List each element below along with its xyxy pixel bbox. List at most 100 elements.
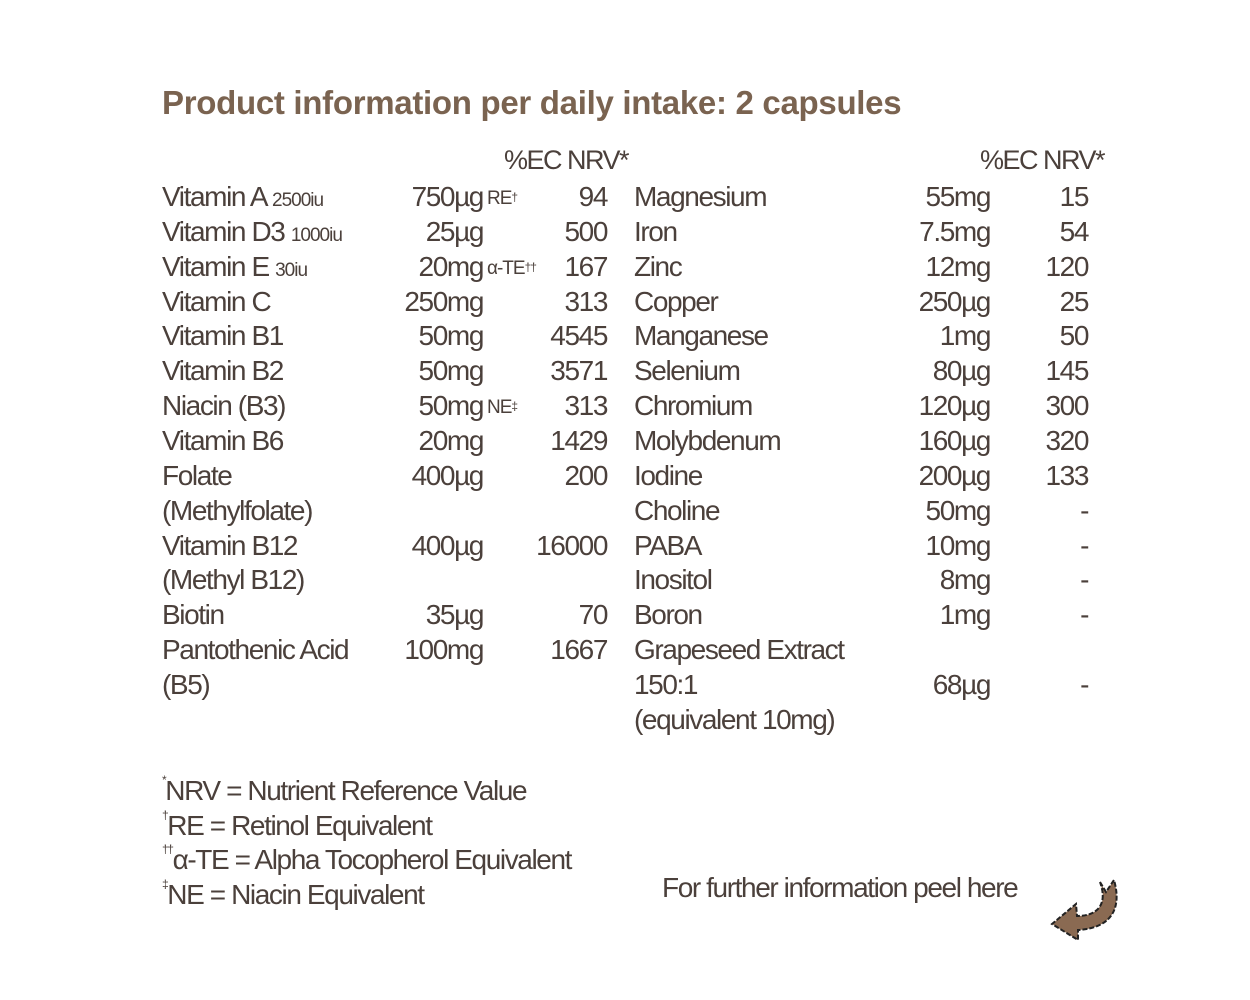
footnote: *NRV = Nutrient Reference Value: [162, 773, 528, 807]
nutrient-name-text: 150:1: [634, 668, 698, 700]
amount: 20mg: [418, 424, 485, 456]
unit-note-text: RE: [487, 188, 512, 209]
nrv-header-right: %EC NRV*: [979, 145, 1106, 175]
nutrient-name: Pantothenic Acid: [162, 633, 350, 667]
iu-note: 1000iu: [290, 224, 343, 246]
amount: 50mg: [418, 390, 485, 422]
nutrient-name: Magnesium: [634, 180, 768, 214]
nrv-value: 54: [1059, 215, 1090, 247]
nutrient-name: PABA: [634, 529, 702, 563]
nutrient-name: Boron: [634, 598, 703, 632]
nrv-value: -: [1080, 668, 1089, 700]
unit-note-mark: †: [511, 190, 518, 204]
amount: 1mg: [939, 320, 992, 352]
nrv-value: 320: [1045, 424, 1089, 456]
nutrient-name: (B5): [162, 668, 211, 702]
nutrient-name: Copper: [634, 285, 719, 319]
nutrient-name: (Methyl B12): [162, 563, 305, 597]
nutrient-name: Folate: [162, 459, 233, 493]
amount: 400µg: [411, 459, 485, 491]
nutrient-name-text: Boron: [634, 599, 703, 631]
amount: 400µg: [411, 529, 485, 561]
unit-note-mark: ‡: [511, 399, 518, 414]
footnote-mark: ††: [162, 842, 174, 856]
nutrient-name-text: (Methylfolate): [162, 494, 313, 526]
iu-note: 30iu: [275, 259, 308, 281]
nutrient-name-text: Vitamin B1: [162, 320, 284, 352]
nutrient-name: Choline: [634, 494, 721, 528]
footnote-text: α-TE = Alpha Tocopherol Equivalent: [172, 844, 573, 875]
nrv-value: 4545: [550, 320, 608, 352]
nrv-value: -: [1080, 494, 1089, 526]
amount: 50mg: [418, 320, 485, 352]
nutrient-name-text: PABA: [634, 529, 702, 561]
nrv-header-left: %EC NRV*: [503, 145, 630, 175]
nutrient-name-text: Iodine: [634, 459, 703, 491]
nrv-value: 300: [1045, 390, 1089, 422]
nutrient-name: Manganese: [634, 319, 769, 353]
nutrient-name-text: Pantothenic Acid: [162, 634, 350, 666]
nutrient-name: Inositol: [634, 563, 713, 597]
curved-arrow-left-icon[interactable]: [1048, 878, 1123, 948]
nutrient-name: (Methylfolate): [162, 494, 313, 528]
nutrient-name-text: Selenium: [634, 355, 741, 387]
amount: 750µg: [411, 181, 485, 212]
amount: 120µg: [918, 390, 992, 422]
footnote: †RE = Retinol Equivalent: [162, 808, 433, 842]
amount: 68µg: [932, 668, 992, 700]
nutrient-name-text: Chromium: [634, 390, 753, 422]
nutrient-name: Niacin (B3): [162, 389, 286, 423]
nutrient-name: Iodine: [634, 459, 703, 493]
amount: 10mg: [925, 529, 992, 561]
amount: 250µg: [918, 285, 992, 317]
nutrient-name-text: Vitamin B6: [162, 424, 284, 456]
nutrient-name-text: Niacin (B3): [162, 390, 286, 422]
nrv-value: 1429: [550, 424, 608, 456]
iu-note: 2500iu: [272, 190, 324, 211]
nutrient-name-text: Vitamin A: [162, 181, 267, 212]
nrv-value: 50: [1059, 320, 1090, 352]
nrv-value: 200: [564, 459, 608, 491]
nutrient-name-text: Folate: [162, 459, 233, 491]
unit-note: RE†: [487, 182, 518, 216]
nutrient-name-text: Vitamin C: [162, 285, 272, 317]
nrv-value: 145: [1045, 355, 1089, 387]
nutrient-name-text: Magnesium: [634, 181, 768, 212]
amount: 50mg: [925, 494, 992, 526]
nutrient-name-text: Iron: [634, 215, 678, 247]
peel-instruction: For further information peel here: [662, 872, 1019, 903]
amount: 12mg: [925, 250, 992, 282]
nrv-value: -: [1080, 564, 1089, 596]
nrv-value: 16000: [536, 529, 608, 561]
footnote-mark: *: [162, 773, 167, 787]
nutrient-name-text: Copper: [634, 285, 719, 317]
nutrient-name-text: Grapeseed Extract: [634, 634, 845, 666]
amount: 100mg: [404, 634, 484, 666]
amount: 250mg: [404, 285, 484, 317]
amount: 7.5mg: [919, 215, 991, 247]
nutrient-name: Vitamin C: [162, 285, 272, 319]
nutrient-name: Vitamin D3 1000iu: [162, 215, 343, 253]
amount: 55mg: [925, 181, 992, 212]
nutrient-name: (equivalent 10mg): [634, 703, 836, 737]
amount: 80µg: [932, 355, 992, 387]
nutrient-name-text: Choline: [634, 494, 721, 526]
nutrient-name: Vitamin B2: [162, 354, 284, 388]
amount: 1mg: [939, 599, 992, 631]
nutrient-name: Iron: [634, 215, 678, 249]
nutrient-name: 150:1: [634, 668, 698, 702]
nutrient-name-text: Inositol: [634, 564, 713, 596]
nutrient-name: Vitamin A 2500iu: [162, 180, 324, 218]
nutrient-name: Vitamin B1: [162, 319, 284, 353]
unit-note-mark: ††: [524, 259, 537, 274]
nrv-value: 3571: [550, 355, 608, 387]
amount: 35µg: [425, 599, 485, 631]
footnote-text: NE = Niacin Equivalent: [167, 878, 425, 910]
amount: 200µg: [918, 459, 992, 491]
nutrient-name: Vitamin B12: [162, 529, 298, 563]
amount: 25µg: [425, 215, 485, 247]
footnote-mark: ‡: [162, 876, 169, 891]
nutrient-name-text: Biotin: [162, 599, 225, 631]
nrv-value: 120: [1045, 250, 1089, 282]
